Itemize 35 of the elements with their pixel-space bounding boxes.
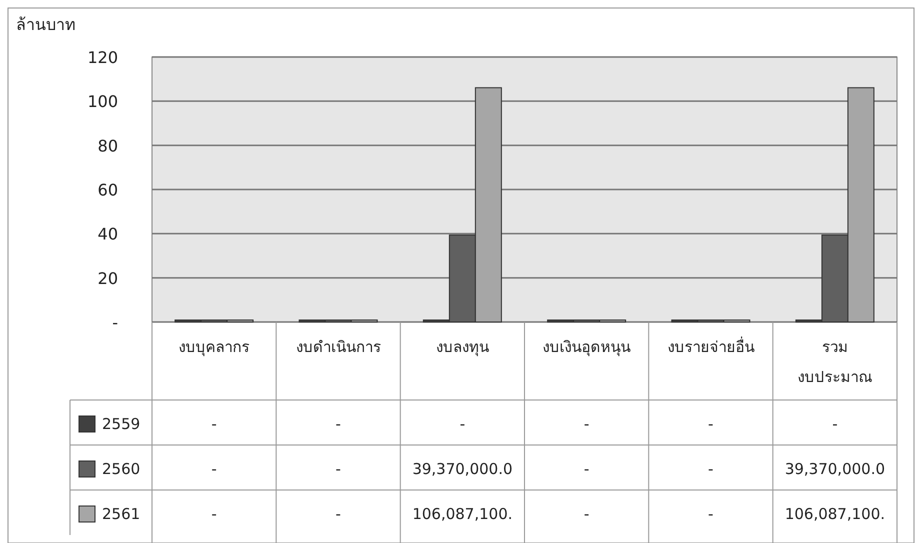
text: - [708,415,714,433]
text: - [584,415,590,433]
y-tick-label: 40 [98,224,118,244]
text: - [708,460,714,478]
x-tick-label: งบดำเนินการ [296,338,381,356]
y-tick-label: 120 [87,48,118,67]
text: - [211,415,217,433]
text: - [584,460,590,478]
text: - [336,415,341,433]
x-tick-label: งบบุคลากร [178,338,250,357]
text: - [211,505,217,523]
x-tick-label: งบรายจ่ายอื่น [667,336,754,356]
y-tick-label: - [112,313,118,332]
x-tick-label: รวม งบประมาณ [797,338,872,386]
y-axis-title: ล้านบาท [16,15,76,34]
text: 106,087,100. [784,505,886,523]
y-tick-label: 100 [87,92,118,112]
legend-label: 2560 [102,460,140,478]
text: - [211,460,217,478]
text: - [460,415,466,433]
legend-label: 2561 [102,505,140,523]
x-tick-label: งบลงทุน [436,338,489,357]
y-tick-label: 60 [98,180,118,200]
text: 39,370,000.0 [412,460,513,478]
text: - [336,505,341,523]
text: - [336,460,341,478]
text: 39,370,000.0 [784,460,886,478]
legend-label: 2559 [102,415,140,433]
y-tick-label: 20 [98,268,118,288]
x-tick-label: งบเงินอุดหนุน [542,338,631,357]
text: - [832,415,838,433]
y-tick-label: 80 [98,136,118,156]
text: - [584,505,590,523]
text: 106,087,100. [412,505,513,523]
text: - [708,505,714,523]
